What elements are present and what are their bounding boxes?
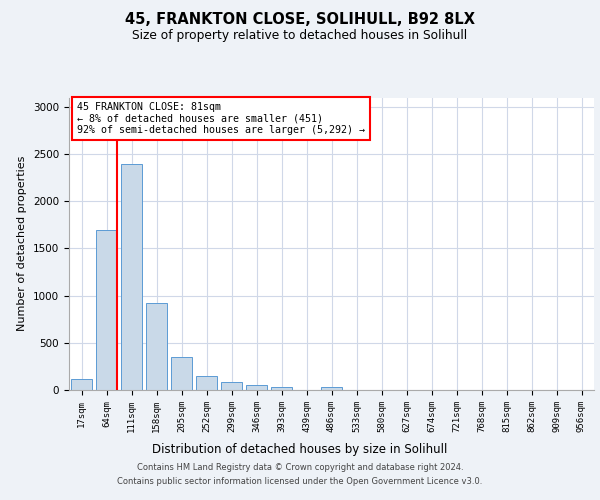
Text: Contains public sector information licensed under the Open Government Licence v3: Contains public sector information licen… — [118, 477, 482, 486]
Bar — [96, 230, 117, 390]
Text: 45, FRANKTON CLOSE, SOLIHULL, B92 8LX: 45, FRANKTON CLOSE, SOLIHULL, B92 8LX — [125, 12, 475, 28]
Bar — [196, 376, 217, 390]
Bar — [321, 386, 342, 390]
Bar — [171, 357, 192, 390]
Text: Distribution of detached houses by size in Solihull: Distribution of detached houses by size … — [152, 442, 448, 456]
Y-axis label: Number of detached properties: Number of detached properties — [17, 156, 28, 332]
Bar — [146, 303, 167, 390]
Bar — [221, 382, 242, 390]
Text: Size of property relative to detached houses in Solihull: Size of property relative to detached ho… — [133, 29, 467, 42]
Bar — [271, 386, 292, 390]
Text: 45 FRANKTON CLOSE: 81sqm
← 8% of detached houses are smaller (451)
92% of semi-d: 45 FRANKTON CLOSE: 81sqm ← 8% of detache… — [77, 102, 365, 135]
Bar — [246, 385, 267, 390]
Text: Contains HM Land Registry data © Crown copyright and database right 2024.: Contains HM Land Registry data © Crown c… — [137, 464, 463, 472]
Bar — [121, 164, 142, 390]
Bar — [71, 378, 92, 390]
